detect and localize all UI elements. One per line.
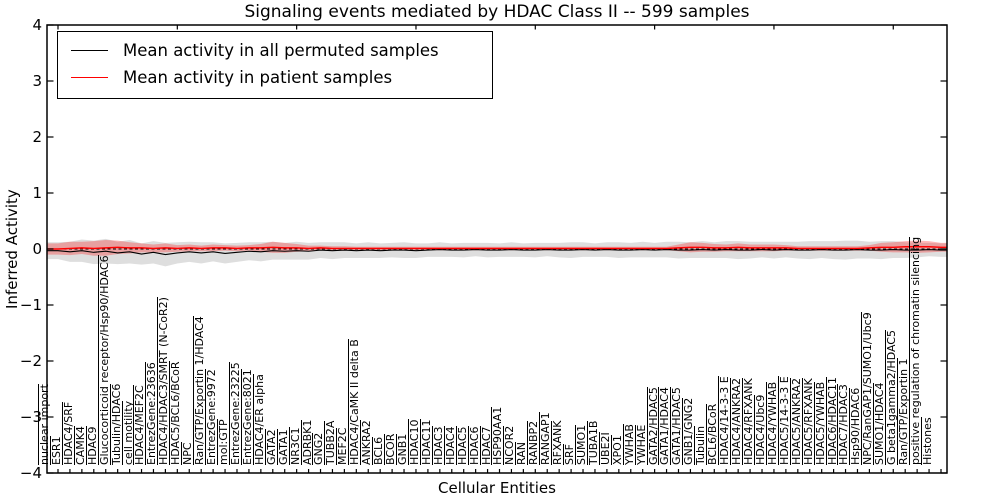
x-tick-label: HDAC3 [431, 426, 445, 465]
x-tick-label: SUMO1 [574, 424, 588, 465]
x-tick-label: Tubulin/HDAC6 [109, 383, 123, 465]
y-tick-label: 1 [32, 184, 42, 202]
y-tick-label: −4 [19, 464, 42, 482]
y-tick-label: 3 [32, 72, 42, 90]
x-tick-label: HDAC4/ER alpha [252, 374, 266, 465]
patient-mean-line [47, 246, 947, 250]
y-tick-label: −1 [19, 296, 42, 314]
x-tick-label: HDAC9 [85, 426, 99, 465]
permuted-band [47, 238, 947, 267]
y-tick-label: 2 [32, 128, 42, 146]
legend-label-patient: Mean activity in patient samples [123, 68, 393, 87]
x-tick-label: HDAC6 [467, 426, 481, 465]
legend-item-patient: Mean activity in patient samples [71, 64, 482, 91]
x-tick-label: HDAC5/ANKRA2 [789, 378, 803, 465]
legend-item-permuted: Mean activity in all permuted samples [71, 37, 482, 64]
x-tick-label: HDAC4/Ubc9 [753, 394, 767, 465]
x-tick-label: NR3C1 [288, 427, 302, 465]
patient-line-swatch [71, 77, 108, 78]
x-tick-label: YWHAB [622, 424, 636, 465]
x-tick-label: HDAC10 [407, 419, 421, 465]
x-tick-label: CAMK4 [73, 426, 87, 465]
permuted-mean-line [47, 249, 947, 256]
x-tick-label: XPO1 [610, 435, 624, 465]
x-tick-label: HDAC5/RFXANK [801, 378, 815, 465]
x-tick-label: HDAC4 [443, 426, 457, 465]
y-tick-label: 0 [32, 240, 42, 258]
legend-label-permuted: Mean activity in all permuted samples [123, 41, 439, 60]
x-tick-label: GATA1 [276, 429, 290, 465]
permuted-line-swatch [71, 50, 108, 51]
x-tick-label: HDAC4/SRF [61, 401, 75, 465]
x-tick-label: HDAC4/YWHAB [765, 381, 779, 465]
y-tick-label: −3 [19, 408, 42, 426]
x-tick-label: Glucocorticoid receptor/Hsp90/HDAC6 [97, 255, 111, 465]
x-tick-label: HDAC5/YWHAB [813, 381, 827, 465]
y-tick-label: 4 [32, 16, 42, 34]
x-tick-label: YWHAE [634, 424, 648, 465]
x-tick-label: EntrezGene:8021 [240, 369, 254, 465]
x-tick-label: EntrezGene:23225 [228, 362, 242, 465]
x-tick-label: GATA2 [264, 429, 278, 465]
chart-title: Signaling events mediated by HDAC Class … [244, 2, 750, 22]
y-tick-label: −2 [19, 352, 42, 370]
legend: Mean activity in all permuted samples Me… [57, 31, 493, 99]
x-tick-label: ESR1 [49, 436, 63, 465]
x-tick-label: HDAC5 [455, 426, 469, 465]
x-tick-label: UBE2I [598, 432, 612, 465]
x-tick-label: HDAC11 [419, 419, 433, 465]
x-tick-label: Histones [921, 417, 934, 465]
x-tick-label: HDAC5/14-3-3 E [777, 376, 791, 465]
axis-ticks [47, 24, 947, 474]
x-axis-label: Cellular Entities [438, 479, 556, 497]
x-tick-label: TUBA1B [586, 420, 600, 465]
